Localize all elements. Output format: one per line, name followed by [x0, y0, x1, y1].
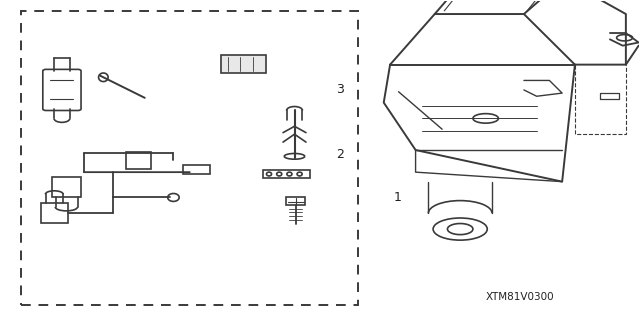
- Text: 2: 2: [336, 148, 344, 161]
- Text: 3: 3: [336, 84, 344, 96]
- Text: XTM81V0300: XTM81V0300: [486, 292, 554, 302]
- Bar: [41, 203, 68, 223]
- Bar: [125, 152, 151, 169]
- Bar: [183, 165, 210, 174]
- Bar: [262, 170, 310, 178]
- Bar: [20, 11, 358, 305]
- Bar: [221, 55, 266, 72]
- Text: 1: 1: [394, 191, 401, 204]
- Bar: [52, 177, 81, 197]
- Bar: [286, 197, 305, 205]
